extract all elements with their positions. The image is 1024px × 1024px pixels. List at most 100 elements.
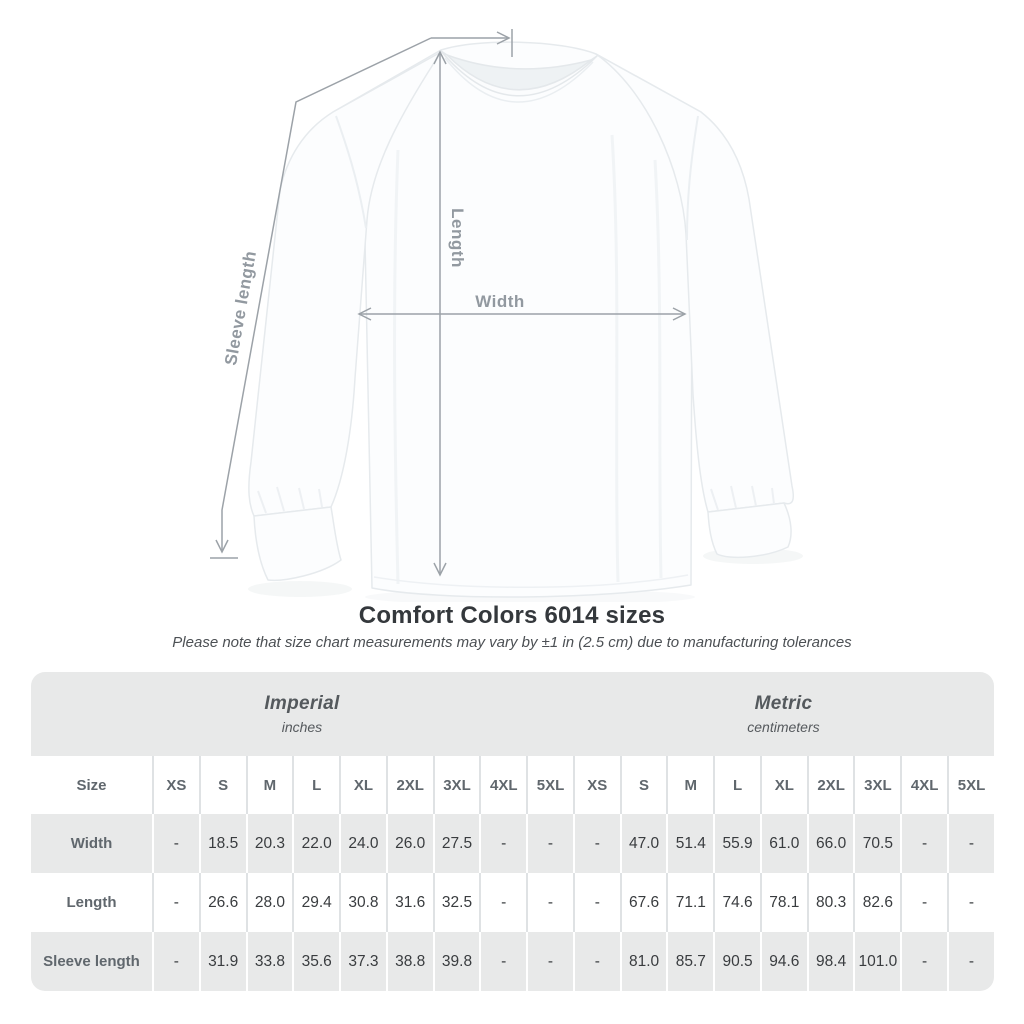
right-cuff [707, 502, 792, 559]
value-cell: 82.6 [853, 873, 900, 932]
value-cell: 71.1 [666, 873, 713, 932]
row-label: Sleeve length [43, 953, 140, 970]
value-cell: 26.6 [198, 873, 246, 932]
value-cell: 98.4 [806, 932, 854, 991]
size-table: Imperial inches Metric centimeters Size … [31, 672, 994, 991]
shirt-measurement-diagram: Width Length Sleeve length [210, 29, 795, 598]
shirt-illustration [248, 41, 795, 598]
value-cell: 66.0 [806, 814, 854, 873]
row-label: Width [70, 835, 113, 852]
value-cell: - [152, 932, 199, 991]
size-col-imperial-5xl: 5XL [526, 756, 573, 814]
value-cell: 90.5 [713, 932, 760, 991]
armhole-seams [335, 115, 699, 241]
value-cell: 30.8 [339, 873, 386, 932]
size-col-metric-4xl: 4XL [900, 756, 947, 814]
collar-band [440, 50, 598, 97]
size-col-imperial-s: S [198, 756, 246, 814]
value-cell: 101.0 [853, 932, 900, 991]
value-cell: 32.5 [432, 873, 480, 932]
value-cell: 55.9 [713, 814, 760, 873]
value-cell: - [947, 932, 994, 991]
value-cell: - [900, 873, 947, 932]
value-cell: 22.0 [292, 814, 339, 873]
right-cuff-gathers [710, 485, 775, 511]
value-cell: - [526, 814, 573, 873]
value-cell: 74.6 [713, 873, 760, 932]
size-col-imperial-m: M [245, 756, 293, 814]
value-cell: - [947, 814, 994, 873]
value-cell: 33.8 [245, 932, 293, 991]
imperial-unit: inches [281, 719, 323, 735]
left-sleeve [248, 51, 442, 517]
value-cell: 61.0 [759, 814, 807, 873]
value-cell: - [572, 932, 620, 991]
size-col-imperial-4xl: 4XL [479, 756, 526, 814]
value-cell: - [526, 873, 573, 932]
value-cell: 31.9 [198, 932, 246, 991]
size-col-imperial-xl: XL [339, 756, 386, 814]
size-col-metric-xs: XS [572, 756, 620, 814]
value-cell: 20.3 [245, 814, 293, 873]
size-col-metric-2xl: 2XL [806, 756, 854, 814]
right-sleeve [595, 53, 795, 513]
size-table-card: Imperial inches Metric centimeters Size … [31, 672, 994, 991]
width-arrow-label: Width [475, 292, 525, 311]
value-cell: 24.0 [339, 814, 386, 873]
shirt-body [332, 41, 702, 598]
value-cell: - [572, 873, 620, 932]
row-label: Length [66, 894, 117, 911]
value-cell: 94.6 [759, 932, 807, 991]
value-cell: - [152, 873, 199, 932]
tolerance-note: Please note that size chart measurements… [172, 634, 852, 651]
fabric-folds [393, 134, 663, 585]
imperial-group-header: Imperial inches [31, 672, 573, 756]
size-col-metric-xl: XL [759, 756, 807, 814]
size-col-imperial-2xl: 2XL [385, 756, 433, 814]
collar-stitch [444, 57, 594, 103]
value-cell: 81.0 [619, 932, 667, 991]
unit-band-row: Imperial inches Metric centimeters [31, 672, 994, 756]
value-cell: 35.6 [292, 932, 339, 991]
value-cell: - [947, 873, 994, 932]
size-col-imperial-3xl: 3XL [432, 756, 480, 814]
value-cell: 47.0 [619, 814, 667, 873]
sleeve-length-arrow-label: Sleeve length [221, 249, 260, 367]
table-row-sleeve-length: Sleeve length - 31.9 33.8 35.6 37.3 38.8… [31, 932, 994, 991]
value-cell: - [479, 932, 526, 991]
table-row-length: Length - 26.6 28.0 29.4 30.8 31.6 32.5 -… [31, 873, 994, 932]
table-row-width: Width - 18.5 20.3 22.0 24.0 26.0 27.5 - … [31, 814, 994, 873]
value-cell: 29.4 [292, 873, 339, 932]
value-cell: 67.6 [619, 873, 667, 932]
left-cuff-gathers [257, 486, 323, 514]
size-col-metric-s: S [619, 756, 667, 814]
sleeve-length-arrow [210, 29, 513, 559]
value-cell: - [900, 932, 947, 991]
value-cell: - [479, 814, 526, 873]
value-cell: 38.8 [385, 932, 433, 991]
size-col-metric-3xl: 3XL [853, 756, 900, 814]
size-col-metric-5xl: 5XL [947, 756, 994, 814]
size-column-header: Size [76, 776, 107, 794]
metric-label: Metric [754, 693, 813, 714]
value-cell: 39.8 [432, 932, 480, 991]
value-cell: 26.0 [385, 814, 433, 873]
value-cell: 37.3 [339, 932, 386, 991]
value-cell: - [572, 814, 620, 873]
value-cell: 70.5 [853, 814, 900, 873]
value-cell: 18.5 [198, 814, 246, 873]
width-arrow [357, 307, 687, 321]
value-cell: 51.4 [666, 814, 713, 873]
size-col-metric-l: L [713, 756, 760, 814]
value-cell: 85.7 [666, 932, 713, 991]
value-cell: - [900, 814, 947, 873]
imperial-label: Imperial [264, 693, 340, 714]
size-col-imperial-l: L [292, 756, 339, 814]
hem-stitch [373, 574, 689, 588]
page-title: Comfort Colors 6014 sizes [358, 602, 666, 629]
value-cell: - [152, 814, 199, 873]
size-header-row: Size XS S M L XL 2XL 3XL 4XL 5XL XS S M … [31, 756, 994, 814]
size-col-imperial-xs: XS [152, 756, 199, 814]
value-cell: 78.1 [759, 873, 807, 932]
